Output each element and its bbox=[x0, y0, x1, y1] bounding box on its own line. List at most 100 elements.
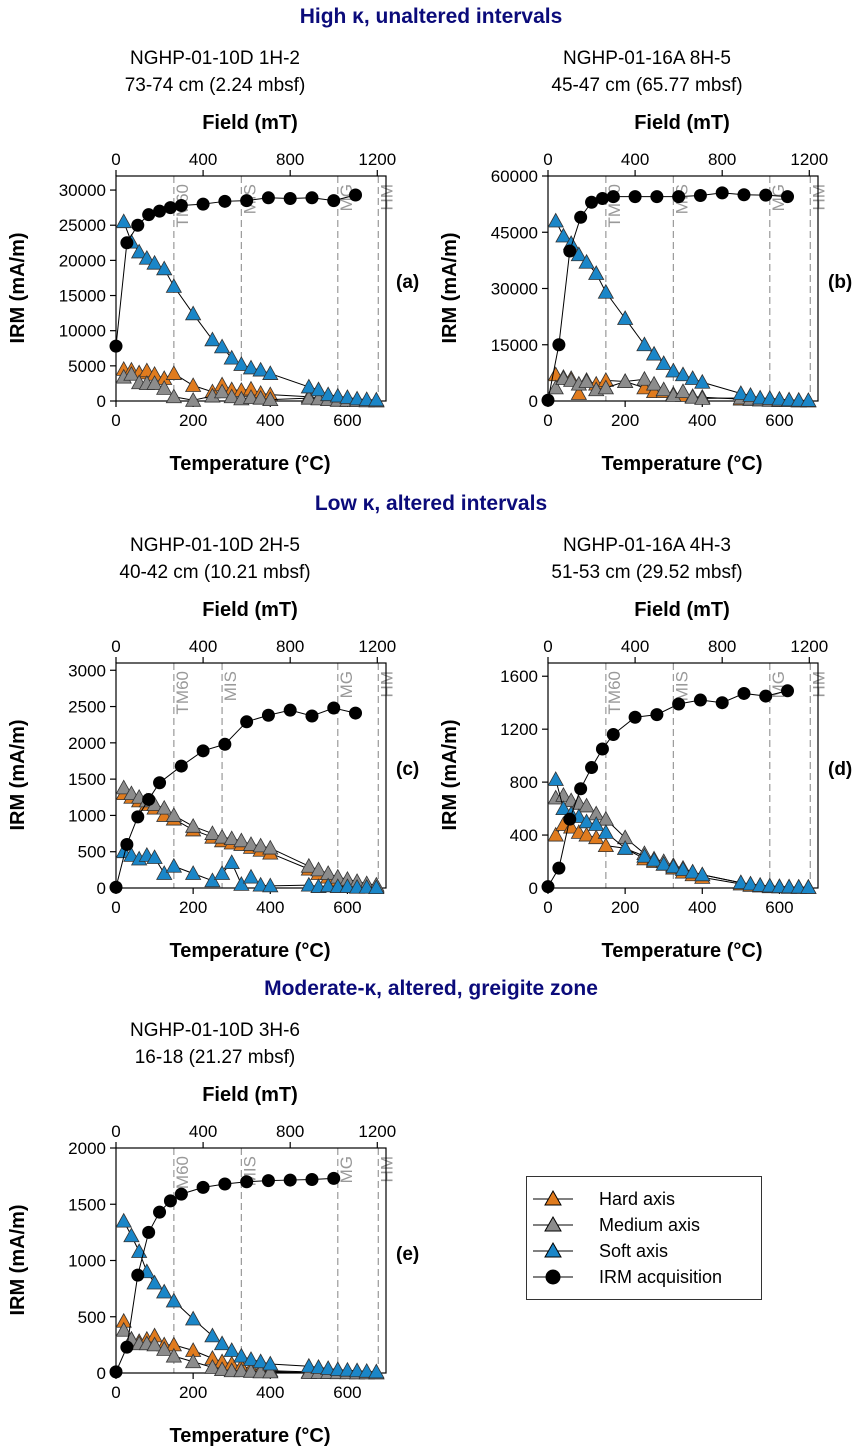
data-point-irm-acquisition bbox=[261, 191, 275, 205]
data-point-medium-axis bbox=[547, 379, 564, 395]
data-point-soft-axis bbox=[156, 260, 173, 276]
data-point-irm-acquisition bbox=[781, 684, 795, 698]
y-tick-label: 20000 bbox=[59, 251, 106, 270]
legend-label-medium: Medium axis bbox=[599, 1215, 701, 1235]
data-point-soft-axis bbox=[665, 362, 682, 378]
data-point-irm-acquisition bbox=[595, 742, 609, 756]
data-point-irm-acquisition bbox=[142, 208, 156, 222]
data-point-soft-axis bbox=[310, 1359, 327, 1374]
y-tick-label: 3000 bbox=[68, 661, 106, 680]
data-point-soft-axis bbox=[597, 824, 615, 839]
data-point-medium-axis bbox=[242, 1362, 260, 1378]
data-point-irm-acquisition bbox=[283, 703, 297, 717]
data-point-irm-acquisition bbox=[672, 190, 686, 204]
top-tick-label: 800 bbox=[708, 150, 736, 169]
data-point-medium-axis bbox=[156, 1341, 173, 1356]
data-point-medium-axis bbox=[636, 370, 653, 386]
data-point-soft-axis bbox=[319, 386, 337, 402]
data-point-soft-axis bbox=[223, 854, 240, 869]
top-axis-label: Field (mT) bbox=[634, 112, 730, 134]
data-point-soft-axis bbox=[130, 243, 148, 259]
chart-title-line2: 16-18 (21.27 mbsf) bbox=[135, 1047, 296, 1068]
data-point-irm-acquisition bbox=[693, 693, 707, 707]
x-tick-label: 200 bbox=[611, 898, 639, 917]
data-point-soft-axis bbox=[732, 874, 750, 890]
data-point-soft-axis bbox=[252, 361, 269, 377]
x-tick-label: 400 bbox=[256, 411, 284, 430]
top-tick-label: 0 bbox=[111, 637, 120, 656]
y-axis-label: IRM (mA/m) bbox=[7, 719, 29, 830]
data-point-soft-axis bbox=[165, 1292, 183, 1308]
section-title-low: Low κ, altered intervals bbox=[314, 492, 548, 515]
y-tick-label: 1500 bbox=[68, 770, 106, 789]
data-point-soft-axis bbox=[751, 389, 769, 405]
data-point-soft-axis bbox=[348, 390, 366, 406]
top-tick-label: 800 bbox=[708, 637, 736, 656]
reference-label-hm: HM bbox=[377, 671, 396, 697]
reference-label-hm: HM bbox=[809, 184, 828, 210]
data-point-soft-axis bbox=[771, 390, 788, 406]
data-point-soft-axis bbox=[184, 865, 202, 880]
data-point-medium-axis bbox=[165, 807, 183, 822]
x-tick-label: 200 bbox=[611, 411, 639, 430]
data-point-irm-acquisition bbox=[142, 1225, 156, 1239]
legend-item-hard: Hard axis bbox=[527, 1187, 761, 1211]
data-point-irm-acquisition bbox=[693, 189, 707, 202]
data-point-irm-acquisition bbox=[563, 244, 577, 258]
y-tick-label: 2000 bbox=[68, 734, 106, 753]
y-tick-label: 1200 bbox=[500, 720, 538, 739]
data-point-soft-axis bbox=[348, 1362, 366, 1378]
data-point-medium-axis bbox=[184, 817, 202, 833]
data-point-irm-acquisition bbox=[574, 782, 588, 796]
data-point-soft-axis bbox=[674, 861, 692, 876]
data-point-medium-axis bbox=[262, 839, 279, 855]
chart-title-line2: 40-42 cm (10.21 mbsf) bbox=[119, 562, 310, 583]
y-tick-label: 0 bbox=[529, 879, 538, 898]
data-point-irm-acquisition bbox=[218, 194, 232, 208]
data-point-soft-axis bbox=[165, 278, 183, 293]
data-point-soft-axis bbox=[204, 1327, 221, 1343]
panel-label: (e) bbox=[396, 1244, 419, 1265]
top-axis-label: Field (mT) bbox=[202, 599, 298, 621]
legend-label-hard: Hard axis bbox=[599, 1189, 676, 1209]
data-point-soft-axis bbox=[665, 858, 682, 874]
data-point-soft-axis bbox=[742, 875, 759, 891]
data-point-soft-axis bbox=[578, 253, 595, 269]
data-point-soft-axis bbox=[368, 879, 385, 895]
data-point-medium-axis bbox=[578, 373, 595, 388]
x-tick-label: 400 bbox=[256, 1383, 284, 1402]
data-point-soft-axis bbox=[616, 310, 634, 325]
data-point-irm-acquisition bbox=[650, 190, 664, 204]
top-tick-label: 0 bbox=[111, 150, 120, 169]
data-point-soft-axis bbox=[223, 1342, 240, 1357]
y-tick-label: 30000 bbox=[59, 181, 106, 200]
data-point-irm-acquisition bbox=[218, 1177, 232, 1191]
data-point-irm-acquisition bbox=[120, 837, 134, 851]
data-point-irm-acquisition bbox=[120, 236, 134, 250]
data-point-hard-axis bbox=[547, 826, 564, 842]
data-point-soft-axis bbox=[204, 872, 221, 888]
data-point-soft-axis bbox=[655, 855, 672, 871]
panel-label: (c) bbox=[396, 759, 419, 780]
top-tick-label: 1200 bbox=[790, 150, 828, 169]
data-point-irm-acquisition bbox=[541, 880, 555, 894]
data-point-soft-axis bbox=[138, 249, 156, 265]
data-point-soft-axis bbox=[156, 865, 173, 880]
data-point-irm-acquisition bbox=[163, 1194, 177, 1208]
data-point-medium-axis bbox=[597, 379, 615, 395]
top-tick-label: 800 bbox=[276, 150, 304, 169]
data-point-medium-axis bbox=[146, 375, 163, 390]
section-title-high: High κ, unaltered intervals bbox=[299, 5, 563, 28]
x-tick-label: 200 bbox=[179, 411, 207, 430]
top-tick-label: 1200 bbox=[790, 637, 828, 656]
data-point-irm-acquisition bbox=[240, 715, 254, 729]
data-point-soft-axis bbox=[204, 331, 221, 347]
top-axis-label: Field (mT) bbox=[202, 1084, 298, 1106]
data-point-soft-axis bbox=[358, 1362, 375, 1378]
data-point-soft-axis bbox=[751, 877, 769, 892]
data-point-soft-axis bbox=[645, 851, 663, 867]
data-point-irm-acquisition bbox=[552, 861, 566, 875]
data-point-medium-axis bbox=[684, 388, 701, 404]
top-tick-label: 400 bbox=[189, 637, 217, 656]
data-point-soft-axis bbox=[800, 392, 817, 407]
